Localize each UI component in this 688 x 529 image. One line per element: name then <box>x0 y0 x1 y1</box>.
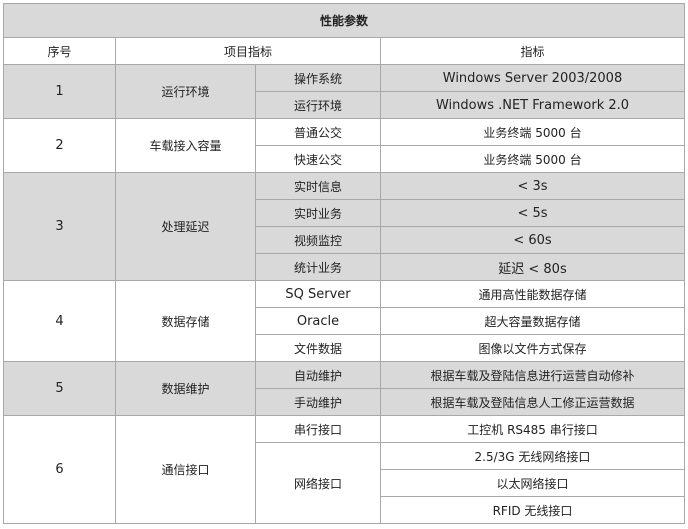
table-row: 5 数据维护 自动维护 根据车载及登陆信息进行运营自动修补 <box>3 361 685 416</box>
item-cell: 统计业务 <box>255 253 381 281</box>
value-cell: < 60s <box>380 226 685 254</box>
table-row: 手动维护 根据车载及登陆信息人工修正运营数据 <box>4 388 685 416</box>
value-cell: < 3s <box>380 172 685 200</box>
item-cell: SQ Server <box>255 280 381 308</box>
value-cell: 工控机 RS485 串行接口 <box>380 415 685 443</box>
item-cell: Oracle <box>255 307 381 335</box>
header-item: 项目指标 <box>115 37 381 65</box>
group-number: 4 <box>3 280 116 362</box>
item-cell: 普通公交 <box>255 118 381 146</box>
item-cell: 运行环境 <box>255 91 381 119</box>
header-no: 序号 <box>3 37 116 65</box>
table-row: 视频监控 < 60s <box>4 226 685 254</box>
table-row: 统计业务 延迟 < 80s <box>4 253 685 281</box>
table-row: 1 运行环境 操作系统 Windows Server 2003/2008 <box>3 64 685 119</box>
group-number: 5 <box>3 361 116 416</box>
group-name: 数据维护 <box>115 361 256 416</box>
item-cell: 自动维护 <box>255 361 381 389</box>
value-cell: < 5s <box>380 199 685 227</box>
group-number: 2 <box>3 118 116 173</box>
item-cell: 实时业务 <box>255 199 381 227</box>
group-name: 处理延迟 <box>115 172 256 281</box>
item-cell: 视频监控 <box>255 226 381 254</box>
table-row: 网络接口 2.5/3G 无线网络接口 <box>4 442 685 524</box>
value-cell: 根据车载及登陆信息进行运营自动修补 <box>380 361 685 389</box>
value-cell: 图像以文件方式保存 <box>380 334 685 362</box>
item-cell: 手动维护 <box>255 388 381 416</box>
group-name: 数据存储 <box>115 280 256 362</box>
item-cell: 网络接口 <box>255 442 381 524</box>
header-value: 指标 <box>380 37 685 65</box>
group-number: 6 <box>3 415 116 524</box>
table-row: 6 通信接口 串行接口 工控机 RS485 串行接口 <box>3 415 685 524</box>
item-cell: 实时信息 <box>255 172 381 200</box>
table-row: Oracle 超大容量数据存储 <box>4 307 685 335</box>
item-cell: 操作系统 <box>255 64 381 92</box>
value-cell: RFID 无线接口 <box>380 496 685 524</box>
value-cell: 业务终端 5000 台 <box>380 145 685 173</box>
group-number: 3 <box>3 172 116 281</box>
group-name: 车载接入容量 <box>115 118 256 173</box>
value-cell: 业务终端 5000 台 <box>380 118 685 146</box>
table-row: 3 处理延迟 实时信息 < 3s <box>3 172 685 281</box>
table-row: 快速公交 业务终端 5000 台 <box>4 145 685 173</box>
value-cell: 通用高性能数据存储 <box>380 280 685 308</box>
table-row: 以太网络接口 <box>4 469 685 497</box>
item-cell: 串行接口 <box>255 415 381 443</box>
header-row: 序号 项目指标 指标 <box>3 37 685 65</box>
value-cell: 根据车载及登陆信息人工修正运营数据 <box>380 388 685 416</box>
value-cell: Windows Server 2003/2008 <box>380 64 685 92</box>
value-cell: 延迟 < 80s <box>380 253 685 281</box>
group-name: 通信接口 <box>115 415 256 524</box>
performance-table: 性能参数 序号 项目指标 指标 1 运行环境 操作系统 Windows Serv… <box>3 3 685 524</box>
value-cell: Windows .NET Framework 2.0 <box>380 91 685 119</box>
table-row: 运行环境 Windows .NET Framework 2.0 <box>4 91 685 119</box>
table-row: 4 数据存储 SQ Server 通用高性能数据存储 <box>3 280 685 362</box>
table-row: RFID 无线接口 <box>4 496 685 524</box>
group-number: 1 <box>3 64 116 119</box>
value-cell: 超大容量数据存储 <box>380 307 685 335</box>
value-cell: 2.5/3G 无线网络接口 <box>380 442 685 470</box>
table-title: 性能参数 <box>3 3 685 38</box>
table-row: 2 车载接入容量 普通公交 业务终端 5000 台 <box>3 118 685 173</box>
group-name: 运行环境 <box>115 64 256 119</box>
table-row: 实时业务 < 5s <box>4 199 685 227</box>
item-cell: 文件数据 <box>255 334 381 362</box>
item-cell: 快速公交 <box>255 145 381 173</box>
value-cell: 以太网络接口 <box>380 469 685 497</box>
